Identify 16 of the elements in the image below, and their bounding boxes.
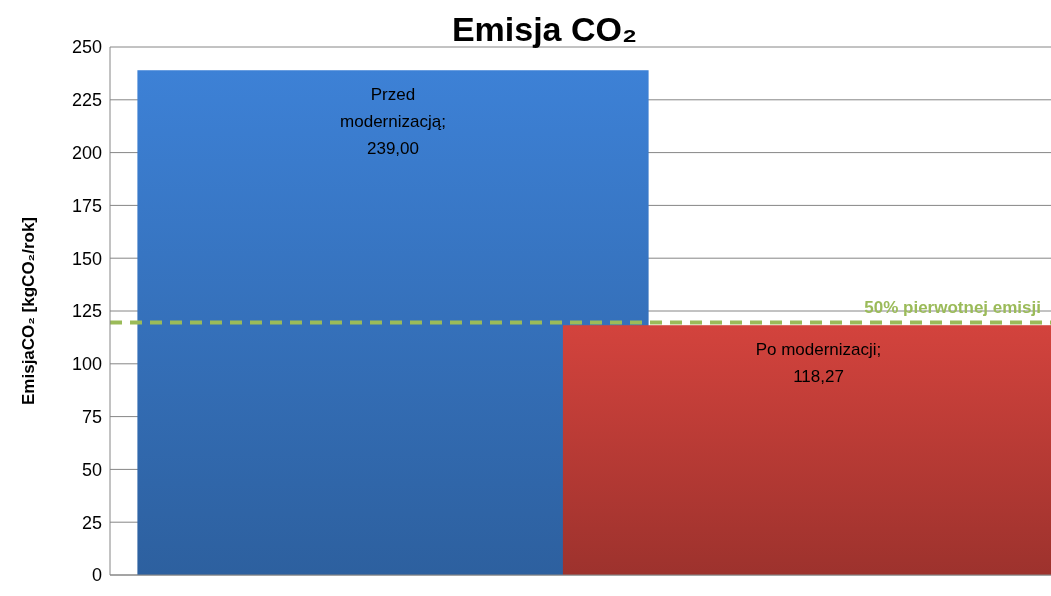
- y-tick-label: 200: [71, 142, 102, 163]
- chart-title: Emisja CO₂: [451, 10, 638, 48]
- y-tick-label: 100: [71, 354, 102, 375]
- y-tick-label: 250: [71, 37, 102, 58]
- y-tick-label: 150: [71, 248, 102, 269]
- y-axis-title: EmisjaCO₂ [kgCO₂/rok]: [19, 217, 39, 405]
- y-tick-label: 0: [91, 565, 102, 586]
- data-label: Przed modernizacją; 239,00: [340, 85, 446, 159]
- y-tick-label: 225: [71, 90, 102, 111]
- data-label: Po modernizacji; 118,27: [755, 340, 882, 387]
- y-tick-label: 50: [81, 459, 102, 480]
- y-tick-label: 75: [81, 406, 102, 427]
- ref-line-label: 50% pierwotnej emisji: [864, 297, 1041, 317]
- y-tick-label: 25: [81, 512, 102, 533]
- y-tick-label: 175: [71, 195, 102, 216]
- y-tick-label: 125: [71, 301, 102, 322]
